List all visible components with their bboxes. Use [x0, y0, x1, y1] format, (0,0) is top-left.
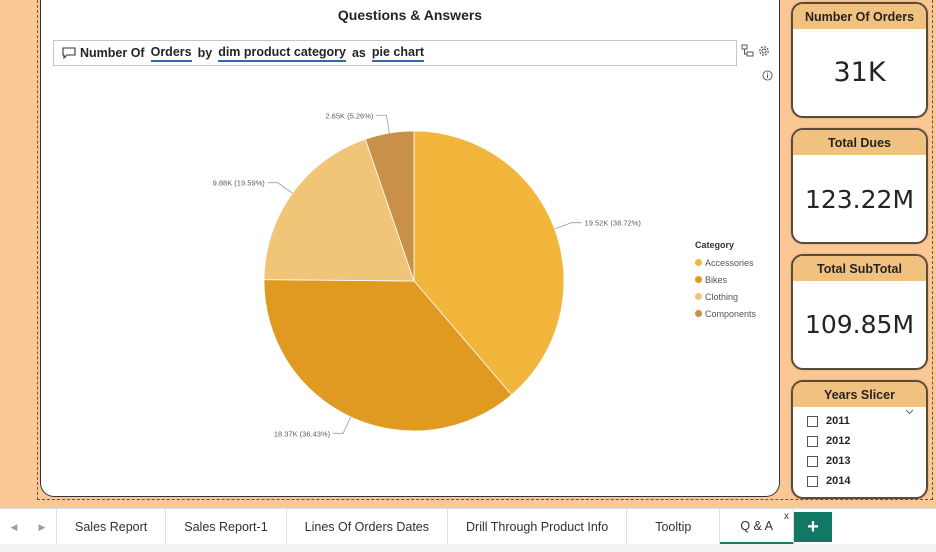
kpi-card-orders: Number Of Orders 31K [791, 2, 928, 118]
info-icon[interactable] [762, 68, 773, 86]
chart-legend: Category Accessories Bikes Clothing Comp… [695, 240, 756, 322]
legend-label: Accessories [705, 257, 754, 268]
status-strip [0, 544, 936, 552]
qa-title: Questions & Answers [337, 7, 483, 23]
slicer-title: Years Slicer [793, 382, 926, 407]
data-label: 9.88K (19.59%) [213, 179, 266, 188]
query-token-visual: pie chart [371, 45, 424, 62]
slicer-option[interactable]: 2014 [793, 471, 926, 491]
tab-label: Q & A [740, 518, 773, 533]
report-canvas-border [37, 0, 933, 500]
pie-slice-clothing[interactable] [263, 138, 415, 282]
kpi-card-total-subtotal: Total SubTotal 109.85M [791, 254, 928, 370]
query-token-field: dim product category [218, 45, 346, 62]
query-token-field: Orders [150, 45, 192, 62]
query-token: Number Of [80, 46, 145, 60]
checkbox[interactable] [807, 415, 818, 427]
legend-swatch [695, 276, 702, 283]
card-value: 31K [833, 57, 886, 88]
tab-tooltip[interactable]: Tooltip [627, 509, 721, 545]
gear-icon[interactable] [759, 46, 769, 56]
card-value: 109.85M [804, 310, 915, 339]
kpi-card-total-dues: Total Dues 123.22M [791, 128, 928, 244]
card-title: Total Dues [793, 130, 926, 155]
leader-line [554, 222, 582, 230]
legend-label: Components [705, 308, 757, 319]
tab-sales-report-1[interactable]: Sales Report-1 [166, 509, 287, 545]
legend-item[interactable]: Components [695, 305, 756, 322]
qa-question-input[interactable]: Number Of Orders by dim product category… [53, 40, 737, 66]
checkbox[interactable] [807, 435, 818, 447]
legend-swatch [695, 259, 702, 266]
query-token: as [351, 46, 366, 60]
slicer-option-label: 2014 [826, 475, 851, 487]
legend-swatch [695, 293, 702, 300]
legend-item[interactable]: Accessories [695, 254, 756, 271]
slicer-option-label: 2011 [826, 415, 850, 427]
card-title: Total SubTotal [793, 256, 926, 281]
add-page-button[interactable]: + [794, 512, 832, 542]
checkbox[interactable] [807, 455, 818, 467]
years-slicer: Years Slicer 2011 2012 2013 2014 [791, 380, 928, 499]
tab-q-and-a[interactable]: Q & A x [720, 509, 794, 545]
pie-chart: 19.52K (38.72%) 18.37K (36.43%) 9.88K (19.… [213, 111, 642, 438]
data-label: 19.52K (38.72%) [585, 219, 642, 228]
tab-navigation: ◀ ▶ [0, 509, 57, 545]
legend-label: Clothing [705, 291, 739, 302]
scroll-right-icon[interactable]: ▶ [38, 521, 46, 532]
slicer-option-label: 2013 [826, 455, 851, 467]
card-value: 123.22M [804, 185, 915, 214]
qa-visual: Questions & Answers Number Of Orders by … [40, 0, 780, 497]
leader-line [333, 416, 352, 434]
slicer-option[interactable]: 2012 [793, 431, 926, 451]
leader-line [267, 182, 293, 194]
data-label: 18.37K (36.43%) [274, 429, 331, 438]
checkbox[interactable] [807, 475, 818, 487]
slicer-option[interactable]: 2013 [793, 451, 926, 471]
hierarchy-icon[interactable] [741, 44, 754, 57]
legend-item[interactable]: Clothing [695, 288, 756, 305]
pie-slice-accessories[interactable] [413, 130, 565, 396]
legend-label: Bikes [705, 274, 728, 285]
legend-title: Category [695, 240, 735, 250]
slicer-option[interactable]: 2011 [793, 411, 926, 431]
tab-drill-through-product-info[interactable]: Drill Through Product Info [448, 509, 628, 545]
legend-item[interactable]: Bikes [695, 271, 756, 288]
pie-slice-bikes[interactable] [263, 279, 513, 432]
data-label: 2.65K (5.26%) [325, 111, 373, 120]
scroll-left-icon[interactable]: ◀ [10, 521, 18, 532]
query-token: by [197, 46, 213, 60]
legend-swatch [695, 310, 702, 317]
chat-bubble-icon [62, 47, 76, 59]
chevron-down-icon[interactable] [905, 402, 914, 420]
pie-slice-components[interactable] [364, 130, 415, 282]
tab-sales-report[interactable]: Sales Report [57, 509, 167, 545]
leader-line [376, 114, 390, 134]
close-icon[interactable]: x [784, 511, 789, 522]
tab-lines-of-orders-dates[interactable]: Lines Of Orders Dates [287, 509, 448, 545]
card-title: Number Of Orders [793, 4, 926, 29]
qa-toolbar [741, 44, 771, 63]
page-tab-bar: ◀ ▶ Sales Report Sales Report-1 Lines Of… [0, 508, 936, 545]
slicer-option-label: 2012 [826, 435, 851, 447]
